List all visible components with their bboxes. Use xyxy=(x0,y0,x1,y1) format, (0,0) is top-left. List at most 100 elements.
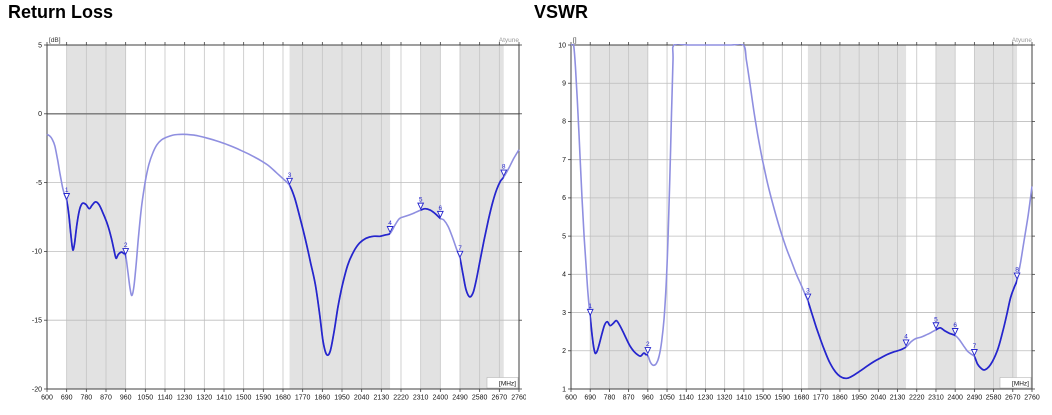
svg-text:2490: 2490 xyxy=(452,395,468,402)
svg-text:1770: 1770 xyxy=(813,395,829,402)
marker-number: 5 xyxy=(419,197,423,204)
marker-number: 7 xyxy=(973,343,977,350)
svg-text:2: 2 xyxy=(562,348,566,355)
marker-8: 8 xyxy=(500,164,508,177)
svg-text:-10: -10 xyxy=(32,249,42,256)
vswr-panel: VSWR 1 2 3 4 5 6 7 8 600 690 780 870 960 1050 1140 1230… xyxy=(526,0,1052,415)
watermark: Atyune xyxy=(1012,37,1033,44)
x-unit-box xyxy=(999,377,1032,389)
marker-number: 8 xyxy=(502,164,506,171)
svg-text:1500: 1500 xyxy=(236,395,252,402)
marker-triangle-icon xyxy=(417,202,425,210)
marker-triangle-icon xyxy=(586,308,594,317)
svg-text:780: 780 xyxy=(604,395,616,402)
svg-text:780: 780 xyxy=(80,395,92,402)
svg-text:2310: 2310 xyxy=(413,395,429,402)
svg-text:3: 3 xyxy=(562,310,566,317)
marker-number: 1 xyxy=(588,303,592,310)
svg-text:2490: 2490 xyxy=(967,395,983,402)
marker-number: 8 xyxy=(1015,267,1019,274)
svg-text:2580: 2580 xyxy=(986,395,1002,402)
marker-triangle-icon xyxy=(902,339,910,347)
marker-triangle-icon xyxy=(644,347,652,355)
marker-number: 3 xyxy=(288,172,292,179)
vswr-title: VSWR xyxy=(534,2,588,22)
band-region xyxy=(460,45,504,389)
marker-number: 1 xyxy=(65,187,69,194)
marker-triangle-icon xyxy=(804,293,812,301)
markers: 1 2 3 4 5 6 7 8 xyxy=(586,267,1021,357)
svg-text:1230: 1230 xyxy=(698,395,714,402)
marker-triangle-icon xyxy=(63,193,71,201)
svg-text:1770: 1770 xyxy=(295,395,311,402)
svg-text:2670: 2670 xyxy=(492,395,508,402)
svg-text:600: 600 xyxy=(41,395,53,402)
marker-number: 2 xyxy=(646,341,650,348)
svg-text:1680: 1680 xyxy=(275,395,291,402)
marker-number: 3 xyxy=(806,288,810,295)
y-unit-label: [] xyxy=(573,37,577,44)
marker-number: 6 xyxy=(439,205,443,212)
svg-text:9: 9 xyxy=(562,81,566,88)
svg-text:5: 5 xyxy=(38,42,42,49)
band-region xyxy=(66,45,126,389)
marker-triangle-icon xyxy=(951,328,959,336)
marker-triangle-icon xyxy=(1013,272,1021,280)
marker-6: 6 xyxy=(436,205,444,219)
svg-text:-15: -15 xyxy=(32,318,42,325)
markers: 1 2 3 4 5 6 7 8 xyxy=(63,164,508,259)
svg-text:1230: 1230 xyxy=(177,395,193,402)
svg-text:690: 690 xyxy=(61,395,73,402)
marker-2: 2 xyxy=(644,341,652,355)
svg-text:1410: 1410 xyxy=(736,395,752,402)
svg-text:2400: 2400 xyxy=(947,395,963,402)
marker-triangle-icon xyxy=(436,210,444,219)
marker-2: 2 xyxy=(122,242,130,256)
x-unit-label: [MHz] xyxy=(1012,381,1029,388)
svg-text:-5: -5 xyxy=(36,180,42,187)
x-axis-labels: 600 690 780 870 960 1050 1140 1230 1320 1410 1500 1… xyxy=(565,395,1040,402)
svg-text:1: 1 xyxy=(562,386,566,393)
x-axis-labels: 600 690 780 870 960 1050 1140 1230 1320 1410 1500 1… xyxy=(41,395,526,402)
return-loss-title: Return Loss xyxy=(8,2,114,22)
band-region xyxy=(935,45,956,389)
svg-text:2220: 2220 xyxy=(909,395,925,402)
marker-triangle-icon xyxy=(970,349,978,357)
svg-text:600: 600 xyxy=(565,395,577,402)
svg-text:870: 870 xyxy=(100,395,112,402)
svg-text:2580: 2580 xyxy=(472,395,488,402)
svg-text:7: 7 xyxy=(562,157,566,164)
svg-text:690: 690 xyxy=(584,395,596,402)
marker-triangle-icon xyxy=(286,177,294,186)
marker-5: 5 xyxy=(417,197,425,210)
svg-text:1590: 1590 xyxy=(775,395,791,402)
svg-text:8: 8 xyxy=(562,119,566,126)
svg-text:1050: 1050 xyxy=(659,395,675,402)
marker-number: 6 xyxy=(953,322,957,329)
svg-text:870: 870 xyxy=(623,395,635,402)
svg-text:1140: 1140 xyxy=(679,395,694,402)
svg-text:5: 5 xyxy=(562,233,566,240)
svg-text:1140: 1140 xyxy=(157,395,172,402)
svg-text:960: 960 xyxy=(120,395,132,402)
marker-3: 3 xyxy=(286,172,294,186)
marker-8: 8 xyxy=(1013,267,1021,280)
band-region xyxy=(590,45,648,389)
svg-text:1950: 1950 xyxy=(334,395,350,402)
svg-text:2040: 2040 xyxy=(871,395,887,402)
marker-7: 7 xyxy=(970,343,978,357)
svg-text:10: 10 xyxy=(558,42,566,49)
svg-text:1050: 1050 xyxy=(138,395,154,402)
marker-5: 5 xyxy=(932,316,940,330)
svg-text:2760: 2760 xyxy=(511,395,526,402)
frequency-band-highlights xyxy=(590,45,1018,389)
marker-1: 1 xyxy=(63,187,71,201)
plot-frame xyxy=(46,44,520,390)
marker-4: 4 xyxy=(902,333,910,347)
svg-text:1410: 1410 xyxy=(216,395,232,402)
band-region xyxy=(289,45,391,389)
marker-triangle-icon xyxy=(500,169,508,177)
svg-text:6: 6 xyxy=(562,195,566,202)
svg-text:2130: 2130 xyxy=(374,395,390,402)
